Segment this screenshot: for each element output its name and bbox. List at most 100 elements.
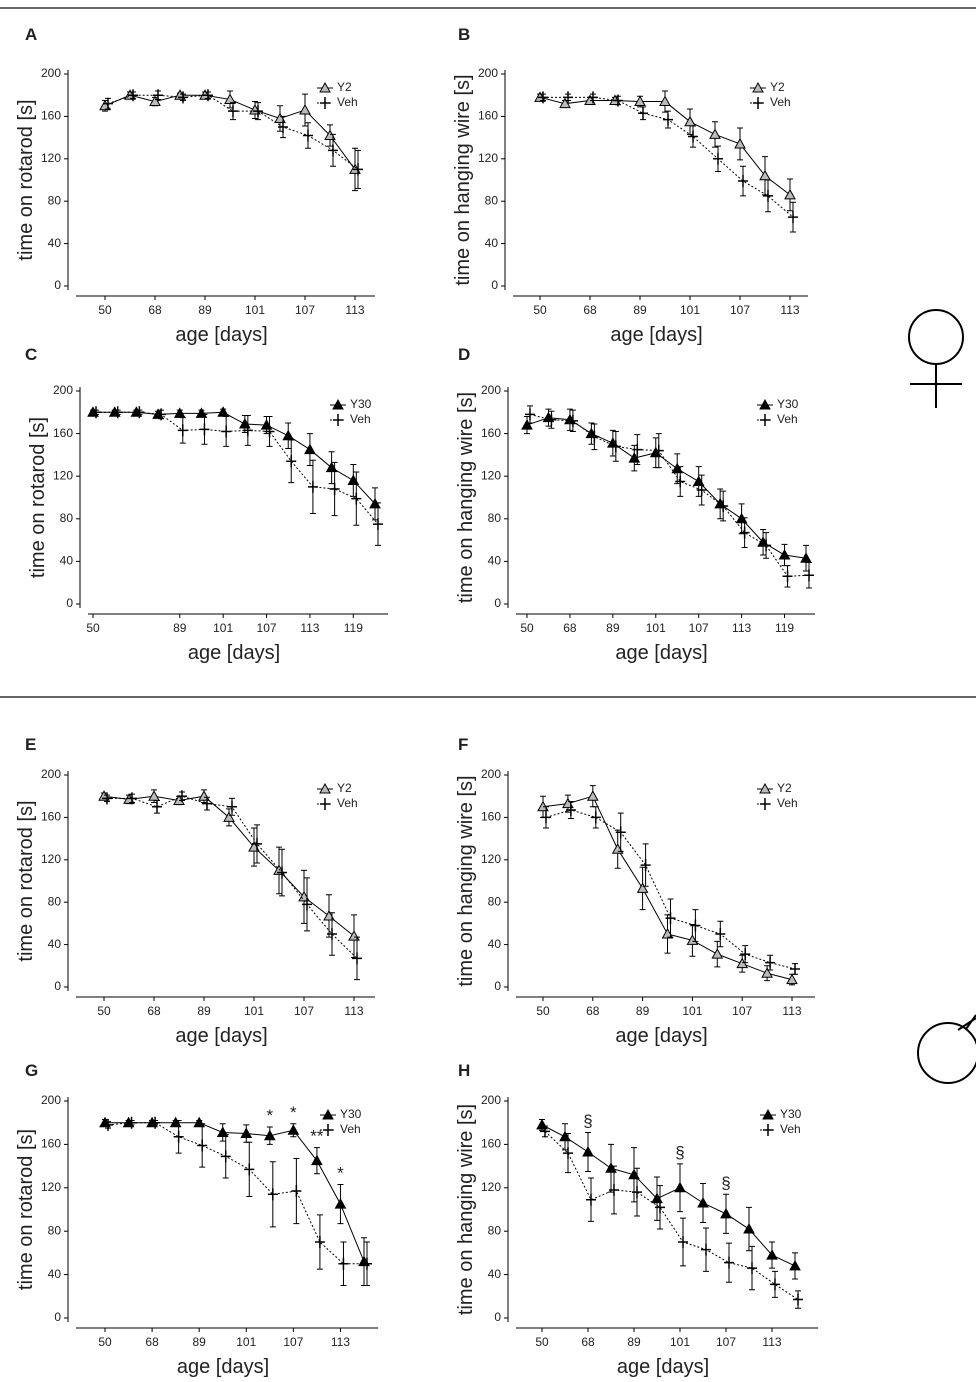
data-point [540, 1125, 550, 1138]
x-tick-label: 113 [762, 1335, 781, 1349]
y-tick-label: 0 [494, 1310, 501, 1324]
x-axis-label: age [days] [615, 1025, 707, 1047]
x-tick-label: 50 [98, 1335, 112, 1349]
data-point [692, 475, 705, 487]
x-tick-label: 113 [732, 621, 751, 635]
data-point [329, 482, 340, 495]
y-tick-label: 160 [41, 810, 61, 824]
legend-marker [760, 798, 770, 810]
data-point [663, 113, 673, 126]
data-point [665, 912, 676, 925]
series-line [93, 411, 376, 505]
data-point [202, 797, 212, 810]
data-point [711, 948, 724, 959]
y-axis-label: time on rotarod [s] [27, 417, 49, 578]
legend-label: Veh [337, 796, 358, 810]
data-point [565, 803, 576, 816]
y-tick-label: 80 [488, 894, 502, 908]
data-point [303, 129, 313, 142]
x-tick-label: 107 [283, 1335, 303, 1349]
x-tick-label: 113 [300, 621, 319, 635]
data-point [678, 1236, 688, 1249]
y-tick-label: 40 [488, 554, 502, 568]
x-tick-label: 101 [245, 303, 265, 317]
y-tick-label: 40 [48, 1267, 62, 1281]
data-point [709, 128, 721, 139]
x-axis-label: age [days] [610, 324, 702, 346]
y-axis-label: time on rotarod [s] [15, 800, 37, 961]
significance-mark: ** [310, 1127, 324, 1146]
y-tick-label: 40 [60, 554, 74, 568]
data-point [778, 548, 791, 560]
data-point [169, 1116, 182, 1128]
data-point [327, 928, 337, 940]
data-point [563, 91, 573, 104]
legend-label: Y30 [350, 397, 372, 411]
legend-marker [759, 782, 771, 794]
male-symbol [917, 1014, 976, 1084]
x-tick-label: 107 [294, 1004, 314, 1018]
y-tick-label: 160 [53, 426, 73, 440]
y-tick-label: 40 [488, 937, 502, 951]
panel-label: A [25, 25, 37, 44]
series-line [541, 1124, 796, 1267]
legend-label: Y30 [340, 1107, 362, 1121]
data-point [338, 1257, 349, 1270]
data-point [525, 408, 535, 421]
data-point [761, 967, 773, 978]
data-point [638, 107, 648, 120]
data-point [153, 89, 163, 102]
y-axis-label: time on rotarod [s] [15, 99, 37, 260]
data-point [287, 1124, 300, 1135]
series-line [526, 417, 807, 559]
data-point [199, 423, 210, 436]
x-tick-label: 68 [147, 1004, 161, 1018]
y-tick-label: 200 [481, 767, 501, 781]
significance-mark: * [267, 1106, 274, 1125]
legend-label: Veh [770, 95, 791, 109]
x-tick-label: 107 [689, 621, 709, 635]
data-point [790, 962, 800, 975]
panel-label: D [458, 345, 470, 364]
y-tick-label: 120 [41, 151, 61, 165]
data-point [302, 898, 312, 911]
data-point [314, 1236, 325, 1249]
data-point [307, 480, 318, 493]
significance-mark: * [290, 1103, 297, 1122]
data-point [688, 130, 698, 143]
x-tick-label: 68 [148, 303, 162, 317]
y-tick-label: 80 [48, 894, 62, 908]
x-tick-label: 107 [732, 1004, 752, 1018]
x-tick-label: 50 [536, 1004, 550, 1018]
legend-marker [319, 81, 331, 93]
x-tick-label: 89 [193, 1335, 207, 1349]
data-point [112, 406, 123, 419]
data-point [91, 406, 101, 419]
x-axis-label: age [days] [615, 642, 707, 664]
legend-label: Y30 [780, 1107, 802, 1121]
y-tick-label: 80 [485, 193, 499, 207]
data-point [304, 443, 316, 455]
x-tick-label: 107 [716, 1335, 736, 1349]
y-tick-label: 80 [60, 511, 74, 525]
data-point [252, 837, 262, 850]
data-point [735, 512, 748, 524]
y-tick-label: 120 [41, 852, 61, 866]
data-point [173, 407, 186, 418]
x-tick-label: 119 [775, 621, 794, 635]
data-point [253, 105, 263, 118]
data-point [804, 569, 814, 582]
x-tick-label: 89 [627, 1335, 641, 1349]
data-point [786, 973, 798, 985]
data-point [299, 104, 311, 115]
data-point [715, 928, 726, 940]
data-point [788, 211, 798, 224]
y-tick-label: 200 [481, 383, 501, 397]
data-point [743, 1223, 755, 1234]
data-point [373, 518, 383, 531]
x-tick-label: 50 [86, 621, 100, 635]
data-point [177, 424, 188, 437]
data-point [655, 1201, 665, 1214]
data-point [291, 1185, 302, 1198]
